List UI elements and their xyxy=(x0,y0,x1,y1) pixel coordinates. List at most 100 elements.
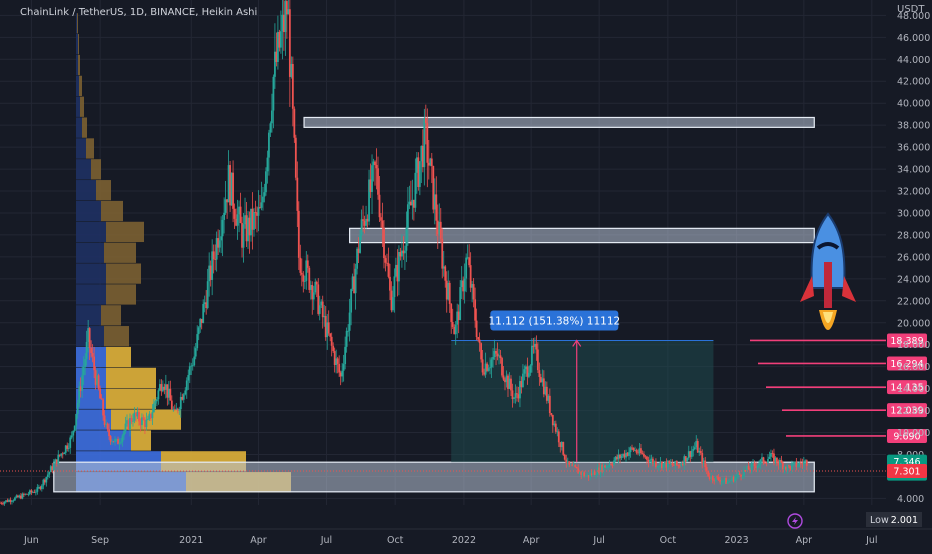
rocket-icon xyxy=(800,212,856,330)
candle-body xyxy=(454,324,457,335)
candle-body xyxy=(372,161,375,166)
candle-body xyxy=(88,328,91,349)
candle-body xyxy=(655,461,657,467)
time-axis: Jun Sep 2021 Apr Jul Oct 2022 Apr Jul Oct 2023 Apr J… xyxy=(0,528,932,546)
resistance-zone[interactable] xyxy=(53,461,815,493)
candle-body xyxy=(248,217,251,236)
candle-body xyxy=(241,223,243,248)
candle-body xyxy=(308,267,311,290)
candle-body xyxy=(36,487,39,492)
candle-body xyxy=(799,462,802,464)
candle-body xyxy=(221,219,224,237)
candle-body xyxy=(262,196,264,203)
candle-body xyxy=(84,358,87,367)
candle-body xyxy=(522,373,524,388)
candle-body xyxy=(247,217,249,242)
candle-body xyxy=(719,480,722,483)
candle-body xyxy=(756,465,759,468)
candle-body xyxy=(294,137,297,178)
candle-body xyxy=(657,465,660,467)
candle-body xyxy=(513,397,515,400)
candle-body xyxy=(347,330,350,332)
candle-body xyxy=(726,481,729,484)
candle-body xyxy=(565,459,568,463)
candle-body xyxy=(369,179,372,192)
price-tick-label: 48.000 xyxy=(897,11,930,22)
candle-body xyxy=(647,459,650,463)
volume-profile-bar-buy xyxy=(76,159,91,180)
price-tick-label: 32.000 xyxy=(897,187,930,198)
candle-body xyxy=(160,384,163,392)
volume-profile-bar-buy xyxy=(76,430,131,451)
candle-body xyxy=(157,390,160,400)
candle-body xyxy=(689,451,692,457)
candle-body xyxy=(333,351,336,366)
volume-profile-bar-sell xyxy=(78,54,80,76)
candle-body xyxy=(501,358,503,376)
candle-body xyxy=(55,459,58,464)
candle-body xyxy=(634,450,636,451)
candle-body xyxy=(27,493,30,495)
candle-body xyxy=(586,475,589,477)
candle-body xyxy=(556,431,559,433)
candle-body xyxy=(475,320,478,338)
candle-body xyxy=(338,363,341,373)
candle-body xyxy=(659,461,662,466)
resistance-zones[interactable] xyxy=(53,116,815,493)
candle-body xyxy=(450,303,453,322)
candle-body xyxy=(593,471,596,476)
candle-body xyxy=(516,393,518,395)
candle-body xyxy=(415,157,418,173)
candle-body xyxy=(326,322,329,338)
candle-body xyxy=(562,441,565,455)
candle-body xyxy=(786,465,789,470)
volume-profile-bar-sell xyxy=(80,96,84,117)
candle-body xyxy=(774,457,777,463)
candle-body xyxy=(653,461,656,464)
candle-body xyxy=(305,260,308,282)
low-label: Low xyxy=(870,515,889,526)
candle-body xyxy=(776,457,778,463)
time-tick-label: 2022 xyxy=(452,535,476,546)
candle-body xyxy=(426,123,429,163)
candle-body xyxy=(155,399,158,402)
candle-body xyxy=(729,480,732,482)
candle-body xyxy=(507,375,509,390)
candle-body xyxy=(324,315,327,338)
candle-body xyxy=(99,388,102,399)
candle-body xyxy=(330,336,333,346)
candle-body xyxy=(78,386,81,404)
candle-body xyxy=(802,461,805,465)
candle-body xyxy=(789,465,792,470)
candle-body xyxy=(442,266,445,269)
candle-body xyxy=(253,212,255,230)
candle-body xyxy=(432,166,435,210)
candle-body xyxy=(398,252,400,282)
candle-body xyxy=(0,502,3,504)
candle-body xyxy=(229,165,231,206)
candle-body xyxy=(409,201,412,206)
candle-body xyxy=(493,350,496,357)
candle-body xyxy=(8,499,10,502)
resistance-zone[interactable] xyxy=(349,227,815,244)
candle-body xyxy=(291,63,294,109)
volume-profile-bar-buy xyxy=(76,200,101,222)
candle-body xyxy=(318,305,321,314)
candle-body xyxy=(296,177,299,211)
candle-body xyxy=(139,421,142,426)
measure-tool[interactable]: 11.112 (151.38%) 11112 xyxy=(451,310,714,463)
volume-profile-bar-buy xyxy=(76,180,96,201)
candle-body xyxy=(250,208,252,236)
lightning-icon[interactable] xyxy=(787,513,803,529)
resistance-zone[interactable] xyxy=(303,116,815,128)
candle-body xyxy=(312,292,315,300)
candle-body xyxy=(418,161,421,187)
candle-body xyxy=(161,386,164,392)
candle-body xyxy=(345,330,348,347)
target-levels[interactable]: 18.389 16.294 14.135 12.039 9.690 xyxy=(750,333,927,443)
candle-body xyxy=(208,265,211,282)
candle-body xyxy=(67,447,70,449)
candle-body xyxy=(613,460,615,465)
candle-body xyxy=(637,452,639,454)
